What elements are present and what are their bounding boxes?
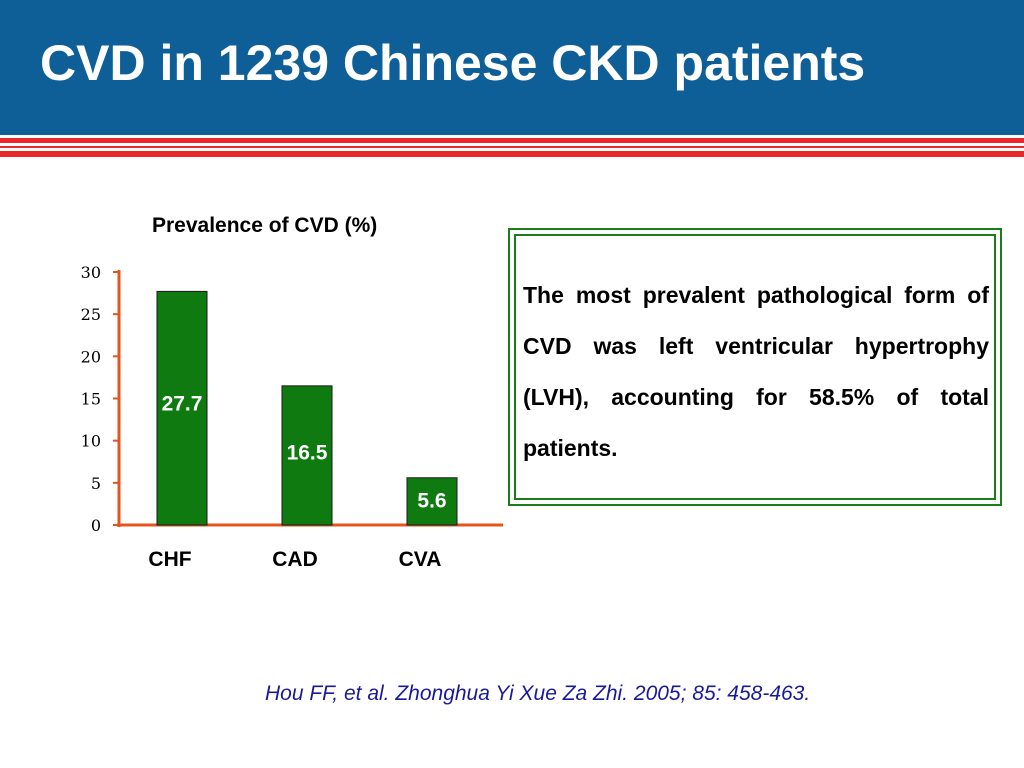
x-tick-label: CAD <box>272 548 318 571</box>
bar-cva <box>406 477 458 526</box>
y-tick-label: 25 <box>81 305 101 324</box>
y-tick-label: 10 <box>81 432 101 451</box>
note-box-inner-border <box>514 234 996 500</box>
data-label: 27.7 <box>162 393 203 416</box>
note-text: The most prevalent pathological form of … <box>523 282 989 461</box>
bar-chf <box>156 290 208 526</box>
data-label: 5.6 <box>417 489 446 512</box>
x-tick-label: CHF <box>148 548 191 571</box>
chart-title: Prevalence of CVD (%) <box>152 214 378 237</box>
citation: Hou FF, et al. Zhonghua Yi Xue Za Zhi. 2… <box>265 682 811 705</box>
divider-stripe <box>0 135 1024 138</box>
y-tick-label: 15 <box>81 390 101 409</box>
bar-cad <box>281 385 333 526</box>
data-label: 16.5 <box>287 442 328 465</box>
title-bar: CVD in 1239 Chinese CKD patients <box>0 0 1024 135</box>
x-tick-label: CVA <box>399 548 442 571</box>
slide-title: CVD in 1239 Chinese CKD patients <box>40 35 866 91</box>
divider-stripe <box>0 138 1024 143</box>
divider-stripe <box>0 151 1024 157</box>
y-tick-label: 5 <box>91 474 101 493</box>
divider-stripe <box>0 146 1024 148</box>
y-tick-label: 20 <box>81 347 101 366</box>
y-tick-label: 30 <box>81 263 101 282</box>
y-tick-label: 0 <box>91 516 101 535</box>
note-box <box>508 228 1002 506</box>
